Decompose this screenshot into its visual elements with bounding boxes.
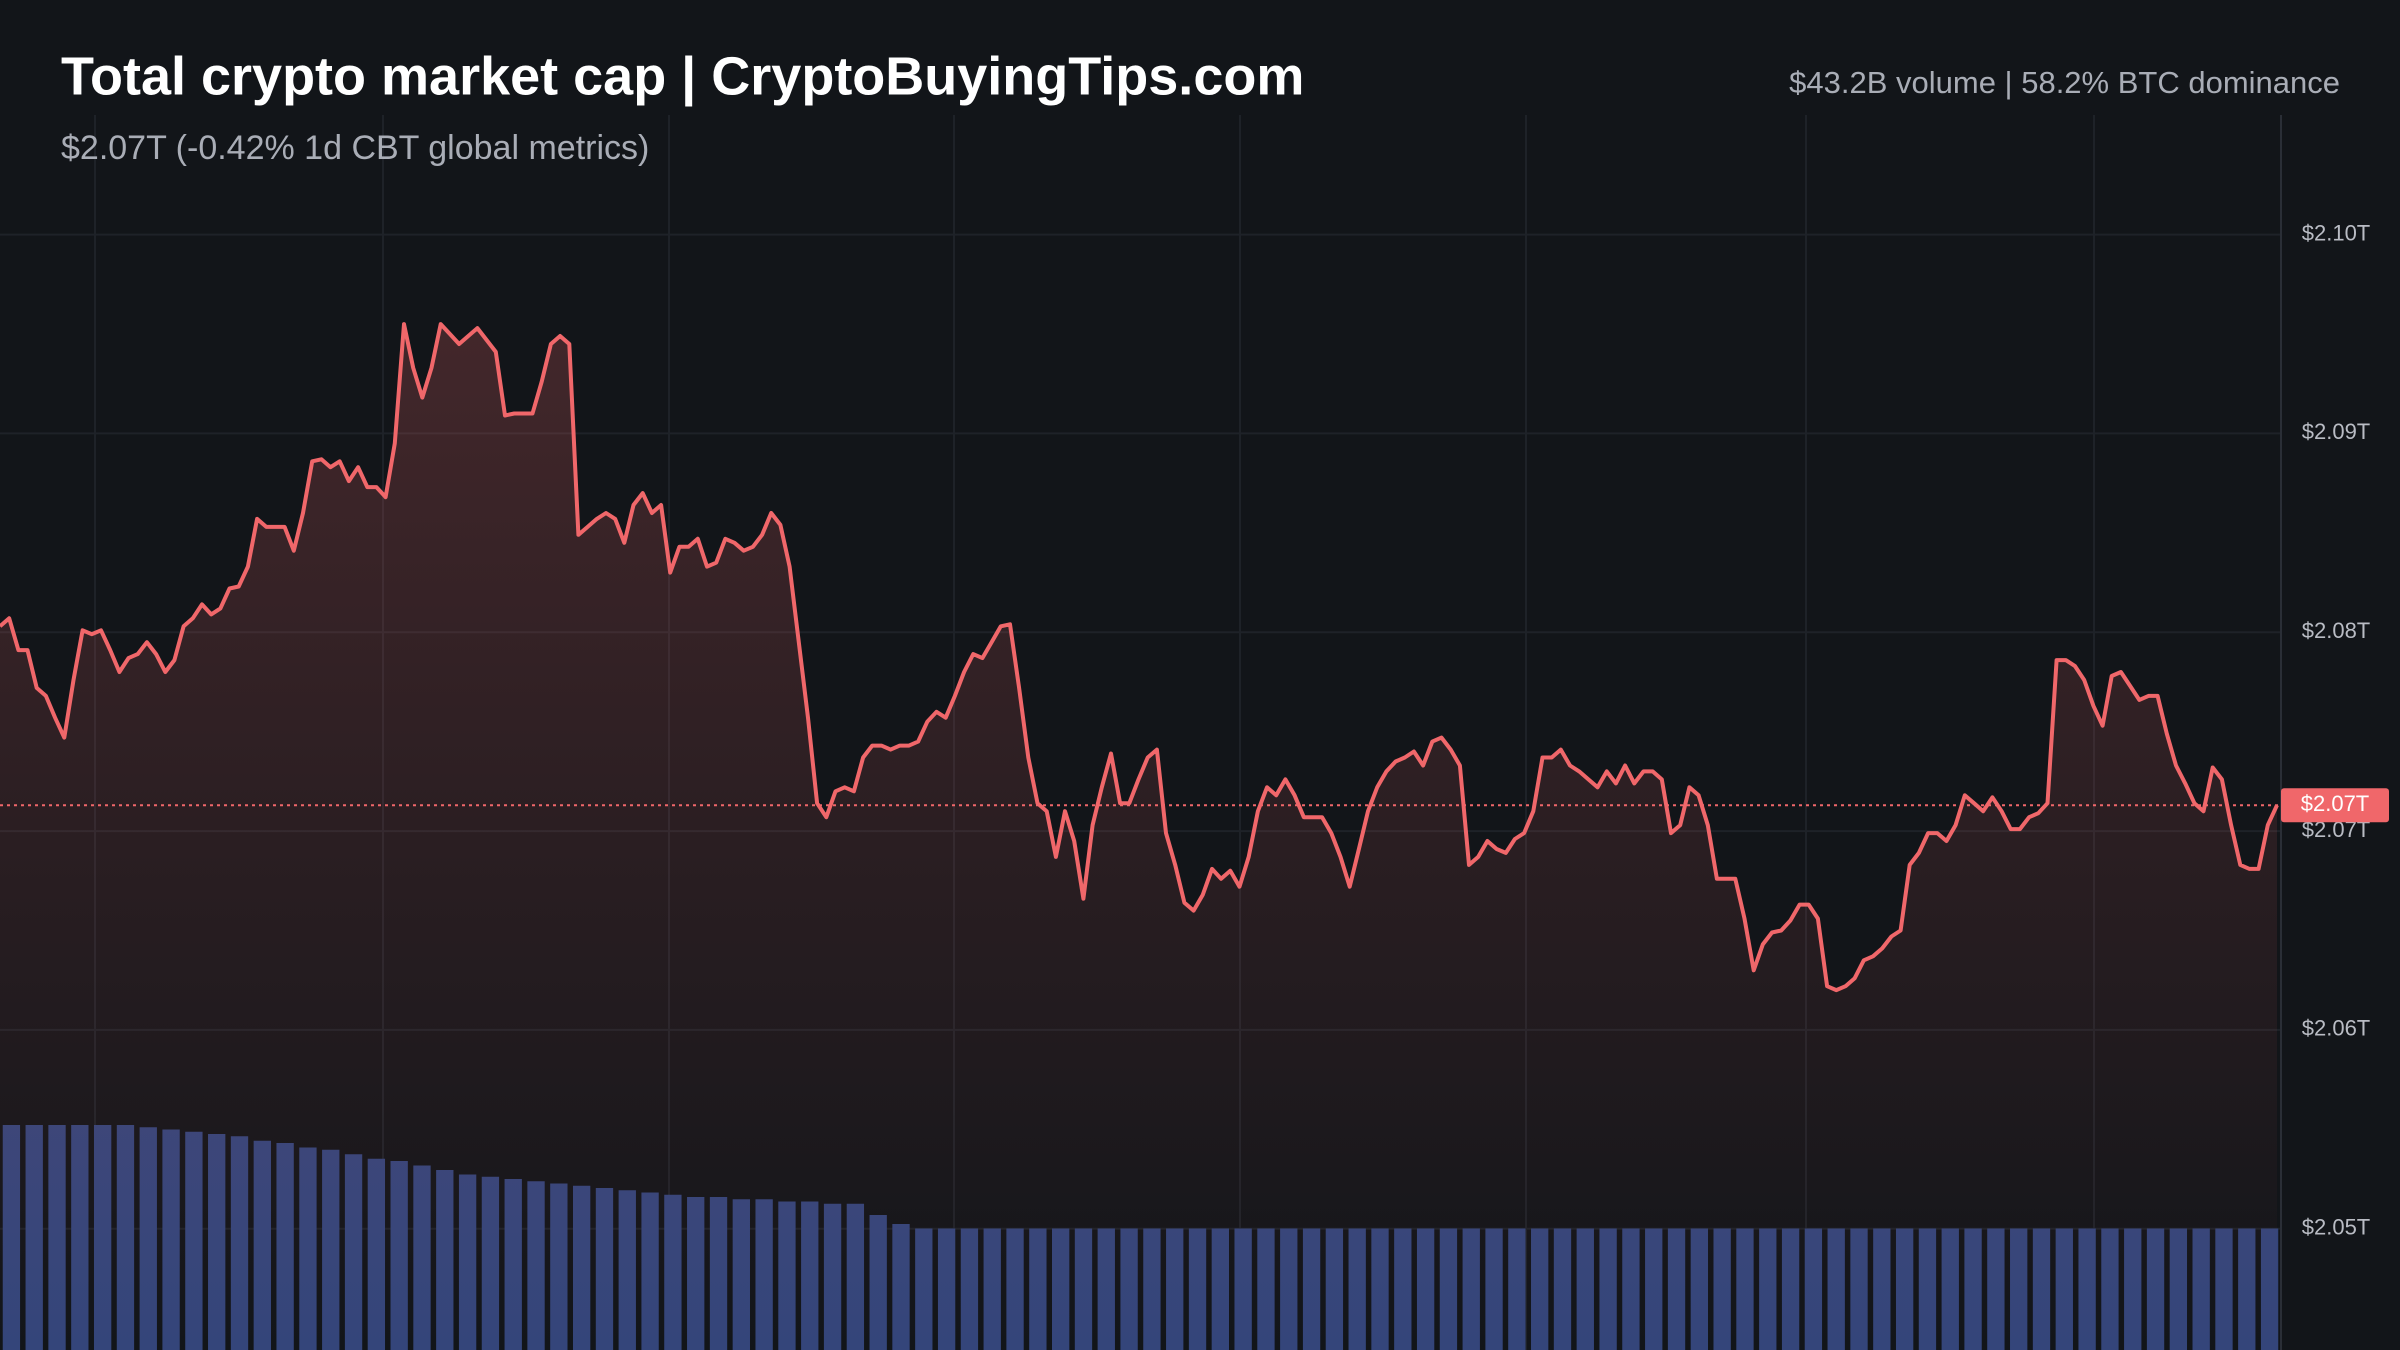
chart-stats: $43.2B volume | 58.2% BTC dominance	[1789, 65, 2340, 100]
last-price-box	[2281, 788, 2389, 823]
area-fill	[0, 324, 2277, 1350]
last-price-label: $2.07T	[2301, 791, 2370, 816]
y-tick-label: $2.06T	[2302, 1016, 2371, 1041]
y-tick-label: $2.08T	[2302, 618, 2371, 643]
chart-title: Total crypto market cap | CryptoBuyingTi…	[61, 46, 1304, 107]
chart-subtitle: $2.07T (-0.42% 1d CBT global metrics)	[61, 129, 649, 167]
y-tick-label: $2.05T	[2302, 1215, 2371, 1240]
y-tick-label: $2.10T	[2302, 220, 2371, 245]
y-tick-label: $2.09T	[2302, 419, 2371, 444]
price-line	[0, 322, 2279, 993]
